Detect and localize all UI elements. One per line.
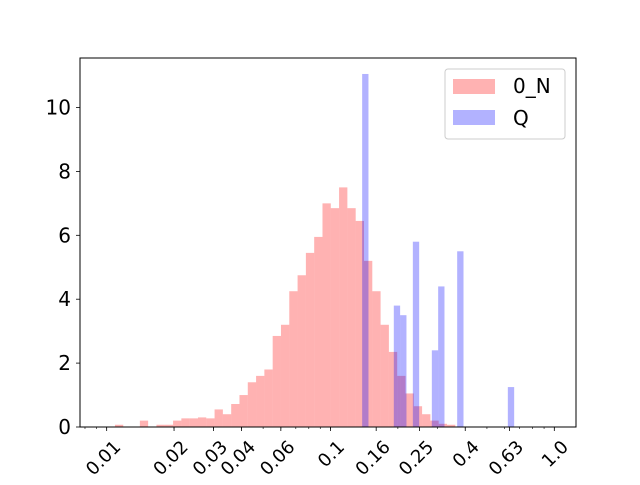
y-tick-label: 0 — [58, 415, 71, 439]
histogram-bar — [355, 220, 364, 427]
y-tick-label: 6 — [58, 223, 71, 247]
histogram-bar — [231, 404, 240, 427]
series-0-N-bars — [114, 187, 456, 427]
histogram-bar — [139, 420, 149, 427]
histogram-bar — [422, 414, 431, 427]
y-tick-label: 4 — [58, 287, 71, 311]
legend-box — [444, 68, 566, 140]
legend-swatch-Q — [453, 110, 495, 125]
histogram-bar — [173, 420, 182, 427]
histogram-bar — [314, 236, 323, 427]
histogram-bar — [264, 369, 273, 427]
histogram-bar — [400, 315, 407, 427]
histogram-bar — [272, 335, 281, 427]
histogram-bar — [393, 305, 401, 427]
histogram-bar — [339, 187, 348, 427]
histogram-bar — [297, 275, 306, 427]
histogram-bar — [405, 393, 414, 427]
histogram-bar — [289, 291, 298, 427]
histogram-bar — [430, 420, 439, 427]
plot-area — [79, 57, 577, 428]
series-Q-bars — [362, 73, 515, 427]
histogram-bar — [256, 375, 265, 427]
legend-swatch-0-N — [453, 79, 495, 94]
histogram-bar — [412, 241, 420, 427]
histogram-bar — [156, 424, 165, 427]
histogram-bar — [239, 395, 248, 427]
histogram-bar — [322, 203, 331, 427]
histogram-bar — [362, 73, 369, 427]
y-tick-label: 2 — [58, 351, 71, 375]
histogram-bar — [247, 382, 257, 427]
legend: 0_N Q — [444, 68, 566, 140]
histogram-bar — [114, 424, 124, 427]
histogram-bar — [380, 324, 389, 427]
histogram-bar — [372, 291, 381, 427]
histogram-bar — [206, 418, 215, 427]
histogram-bar — [388, 351, 398, 427]
histogram-bar — [347, 208, 356, 427]
y-tick-label: 10 — [46, 96, 71, 120]
histogram-bar — [397, 375, 406, 427]
histogram-bar — [305, 252, 315, 427]
histogram-bar — [164, 424, 174, 427]
histogram-bar — [507, 387, 515, 427]
y-axis: 0 2 4 6 8 10 — [46, 96, 80, 439]
histogram-bar — [189, 418, 198, 427]
histogram-bar — [330, 208, 340, 427]
histogram-bar — [280, 324, 290, 427]
histogram-bar — [447, 424, 456, 427]
histogram-bar — [222, 414, 232, 427]
histogram-bar — [413, 406, 423, 427]
histogram-bar — [181, 418, 190, 427]
histogram-bar — [438, 423, 448, 427]
histogram-bar — [438, 286, 445, 427]
legend-label-0-N: 0_N — [513, 74, 551, 98]
histogram-bar — [363, 260, 373, 427]
axes-frame — [79, 57, 577, 428]
legend-label-Q: Q — [513, 106, 529, 130]
histogram-bar — [431, 350, 439, 427]
histogram-bar — [457, 251, 464, 427]
histogram-bar — [214, 409, 223, 427]
histogram-bar — [197, 417, 207, 427]
y-tick-label: 8 — [58, 159, 71, 183]
